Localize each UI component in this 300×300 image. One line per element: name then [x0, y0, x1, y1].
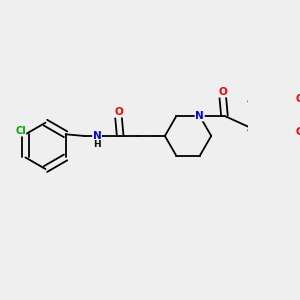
Text: H: H: [93, 140, 101, 149]
Text: N: N: [195, 111, 204, 121]
Text: O: O: [296, 128, 300, 137]
Text: O: O: [296, 94, 300, 104]
Text: Cl: Cl: [15, 126, 26, 136]
Text: O: O: [218, 87, 227, 97]
Text: N: N: [93, 131, 101, 141]
Text: O: O: [114, 107, 123, 117]
